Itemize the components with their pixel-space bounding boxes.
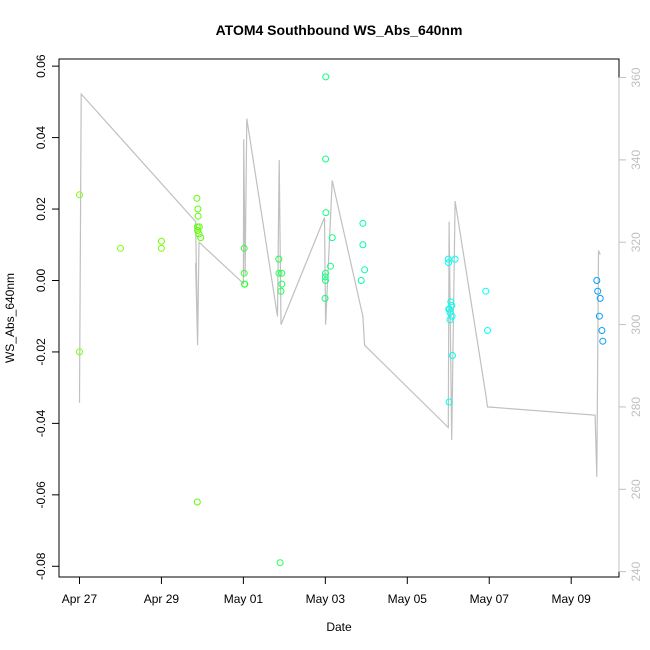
data-point xyxy=(484,327,491,334)
plot-box xyxy=(58,58,620,578)
x-tick-label: May 03 xyxy=(306,592,346,606)
y-tick-label: -0.08 xyxy=(34,552,48,580)
y-tick-label: -0.02 xyxy=(34,338,48,366)
data-point xyxy=(322,73,330,81)
data-point xyxy=(322,209,330,217)
y-axis-label: WS_Abs_640nm xyxy=(3,273,17,363)
x-axis-label: Date xyxy=(326,620,352,634)
y2-tick-label: 240 xyxy=(629,561,643,581)
data-point xyxy=(197,234,205,242)
data-point xyxy=(445,259,453,267)
data-point xyxy=(357,277,365,284)
data-point xyxy=(195,223,203,231)
data-point xyxy=(321,273,329,281)
x-tick-label: May 01 xyxy=(224,592,264,606)
data-point xyxy=(594,287,602,295)
data-point xyxy=(194,227,202,234)
data-point xyxy=(76,191,83,199)
data-point xyxy=(361,266,369,274)
data-point xyxy=(76,348,83,356)
data-point xyxy=(240,244,248,252)
data-point xyxy=(322,155,330,163)
data-point xyxy=(276,559,284,567)
y2-tick-label: 360 xyxy=(629,67,643,87)
y-tick-label: -0.04 xyxy=(34,409,48,437)
data-point xyxy=(444,255,452,263)
data-point xyxy=(322,269,329,277)
chart-title: ATOM4 Southbound WS_Abs_640nm xyxy=(216,22,463,38)
data-point xyxy=(321,294,329,302)
data-point xyxy=(275,255,283,263)
data-point xyxy=(446,309,454,317)
data-point xyxy=(445,305,453,313)
data-point xyxy=(275,269,283,277)
y-axis: -0.08 -0.06 -0.04 -0.02 0.00 0.02 0.04 0.06 xyxy=(34,54,60,580)
data-point xyxy=(449,352,456,359)
secondary-line-layer xyxy=(78,92,601,477)
data-point xyxy=(593,277,601,284)
y2-tick-label: 300 xyxy=(629,314,643,334)
data-point xyxy=(193,194,201,202)
data-point xyxy=(327,262,334,270)
y2-tick-label: 320 xyxy=(629,232,643,252)
y2-tick-label: 280 xyxy=(629,397,643,417)
y-tick-label: 0.04 xyxy=(34,126,48,150)
x-tick-label: May 09 xyxy=(552,592,592,606)
x-tick-label: Apr 27 xyxy=(62,592,98,606)
data-point xyxy=(482,287,490,295)
y2-tick-label: 340 xyxy=(629,150,643,170)
data-point xyxy=(599,337,607,345)
data-point xyxy=(240,269,248,277)
data-point xyxy=(448,312,456,320)
y-tick-label: 0.02 xyxy=(34,197,48,221)
y2-tick-label: 260 xyxy=(629,479,643,499)
data-point xyxy=(117,244,124,252)
data-point xyxy=(193,498,201,506)
data-point xyxy=(359,241,367,249)
data-point xyxy=(359,219,367,227)
data-point xyxy=(157,237,165,245)
data-point xyxy=(322,277,329,284)
data-point xyxy=(193,223,201,231)
secondary-series-line xyxy=(78,92,601,477)
y-tick-label: 0.06 xyxy=(34,54,48,78)
y-tick-label: -0.06 xyxy=(34,481,48,509)
data-point xyxy=(596,294,604,302)
x-tick-label: Apr 29 xyxy=(144,592,180,606)
data-point xyxy=(157,244,165,252)
x-tick-label: May 05 xyxy=(388,592,428,606)
data-point xyxy=(446,316,454,324)
data-point xyxy=(194,212,202,220)
data-point xyxy=(328,234,336,242)
data-point xyxy=(447,298,455,306)
secondary-y-axis: 240 260 280 300 320 340 360 xyxy=(618,67,643,582)
data-point xyxy=(595,312,603,320)
data-point xyxy=(445,398,453,406)
data-point xyxy=(195,230,203,238)
points-layer xyxy=(76,73,607,567)
data-point xyxy=(598,327,606,334)
data-point xyxy=(194,205,202,213)
data-point xyxy=(278,269,286,277)
data-point xyxy=(451,255,459,263)
y-tick-label: 0.00 xyxy=(34,268,48,292)
data-point xyxy=(448,302,456,309)
data-point xyxy=(241,280,249,288)
data-point xyxy=(278,280,286,288)
x-tick-label: May 07 xyxy=(470,592,510,606)
x-axis: Apr 27 Apr 29 May 01 May 03 May 05 May 07 May … xyxy=(62,576,592,606)
data-point xyxy=(277,287,285,295)
